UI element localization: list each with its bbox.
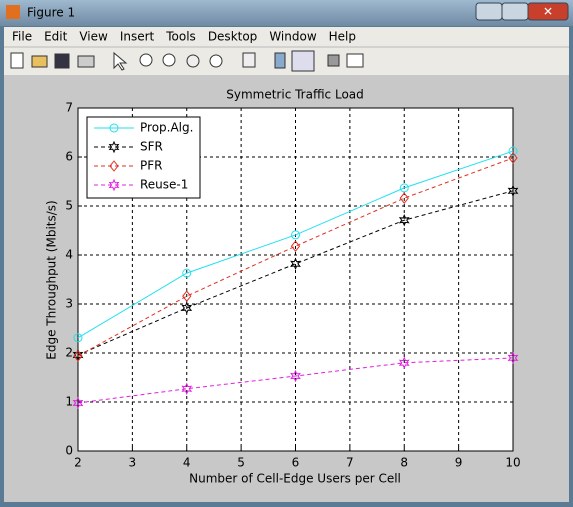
marker bbox=[72, 348, 84, 362]
tool-pan[interactable] bbox=[186, 54, 200, 68]
x-tick-label: 8 bbox=[400, 456, 408, 470]
menu-item[interactable]: File bbox=[12, 30, 32, 44]
app-icon bbox=[6, 5, 20, 19]
menu-bar: File Edit View Insert Tools Desktop Window Help bbox=[12, 30, 356, 44]
maximize-button[interactable] bbox=[501, 2, 529, 21]
marker bbox=[73, 333, 83, 343]
marker bbox=[399, 183, 409, 193]
tool-rotate[interactable] bbox=[209, 54, 223, 68]
marker bbox=[290, 369, 301, 383]
y-axis-label: Edge Throughput (Mbits/s) bbox=[45, 200, 59, 359]
marker bbox=[398, 356, 410, 370]
legend-label: Prop.Alg. bbox=[140, 121, 193, 135]
series-line bbox=[77, 357, 514, 404]
x-axis-label: Number of Cell-Edge Users per Cell bbox=[189, 472, 401, 486]
menu-item[interactable]: View bbox=[79, 30, 108, 44]
chart-title: Symmetric Traffic Load bbox=[226, 88, 364, 102]
x-tick-label: 3 bbox=[129, 456, 137, 470]
marker bbox=[508, 152, 518, 164]
tool-legend[interactable] bbox=[291, 50, 315, 72]
marker bbox=[73, 350, 83, 362]
x-tick-label: 4 bbox=[183, 456, 191, 470]
legend-label: Reuse-1 bbox=[140, 178, 188, 192]
legend-marker bbox=[109, 160, 119, 172]
menu-item[interactable]: Edit bbox=[44, 30, 68, 44]
legend-marker bbox=[108, 178, 120, 192]
tool-zoom-in[interactable] bbox=[139, 53, 153, 67]
tool-open[interactable] bbox=[31, 55, 48, 68]
menu-item[interactable]: Help bbox=[329, 30, 356, 44]
tool-save[interactable] bbox=[54, 53, 70, 69]
marker bbox=[507, 184, 519, 198]
series bbox=[72, 184, 519, 362]
close-button[interactable] bbox=[527, 2, 569, 21]
series-line bbox=[77, 157, 514, 357]
marker bbox=[181, 301, 193, 315]
x-tick-label: 6 bbox=[292, 456, 300, 470]
series-line bbox=[77, 190, 514, 356]
marker bbox=[508, 146, 518, 156]
close-icon: ✕ bbox=[543, 5, 553, 19]
legend: Prop.Alg. SFR PFR Reuse-1 bbox=[86, 116, 201, 199]
series bbox=[72, 351, 519, 410]
marker bbox=[290, 240, 301, 252]
marker bbox=[181, 382, 193, 396]
x-tick-label: 2 bbox=[74, 456, 82, 470]
menu-item[interactable]: Insert bbox=[120, 30, 155, 44]
tool-new[interactable] bbox=[10, 52, 24, 69]
y-tick-label: 5 bbox=[65, 199, 73, 213]
marker bbox=[507, 351, 519, 365]
x-tick-label: 7 bbox=[346, 456, 354, 470]
marker bbox=[290, 257, 301, 271]
marker bbox=[399, 192, 409, 204]
legend-box bbox=[86, 116, 201, 199]
minimize-button[interactable] bbox=[475, 2, 503, 21]
tool-print[interactable] bbox=[77, 55, 95, 68]
series-line bbox=[77, 150, 514, 339]
marker bbox=[291, 230, 300, 240]
y-tick-label: 2 bbox=[65, 346, 73, 360]
window-title: Figure 1 bbox=[27, 6, 75, 20]
y-tick-label: 4 bbox=[65, 248, 73, 262]
marker bbox=[182, 268, 192, 278]
tool-zoom-out[interactable] bbox=[162, 53, 176, 67]
x-tick-label: 9 bbox=[455, 456, 463, 470]
tool-datacursor[interactable] bbox=[242, 52, 256, 68]
x-tick-label: 5 bbox=[237, 456, 245, 470]
legend-marker bbox=[109, 123, 119, 133]
tool-colorbar[interactable] bbox=[274, 52, 286, 69]
tool-show[interactable] bbox=[346, 53, 364, 68]
y-tick-label: 7 bbox=[65, 101, 73, 115]
menu-item[interactable]: Window bbox=[269, 30, 317, 44]
legend-marker bbox=[108, 140, 120, 154]
y-tick-label: 0 bbox=[65, 444, 73, 458]
toolbar bbox=[10, 50, 364, 72]
y-tick-label: 1 bbox=[65, 395, 73, 409]
tool-pointer[interactable] bbox=[113, 51, 128, 71]
series bbox=[73, 146, 518, 343]
marker bbox=[182, 290, 192, 302]
marker bbox=[72, 396, 84, 410]
legend-label: PFR bbox=[140, 159, 162, 173]
menu-item[interactable]: Desktop bbox=[208, 30, 258, 44]
legend-label: SFR bbox=[140, 140, 163, 154]
tool-hide[interactable] bbox=[327, 54, 340, 67]
x-tick-label: 10 bbox=[505, 456, 520, 470]
y-tick-label: 3 bbox=[65, 297, 73, 311]
y-tick-label: 6 bbox=[65, 150, 73, 164]
series bbox=[73, 152, 518, 362]
marker bbox=[398, 213, 410, 227]
menu-item[interactable]: Tools bbox=[165, 30, 196, 44]
